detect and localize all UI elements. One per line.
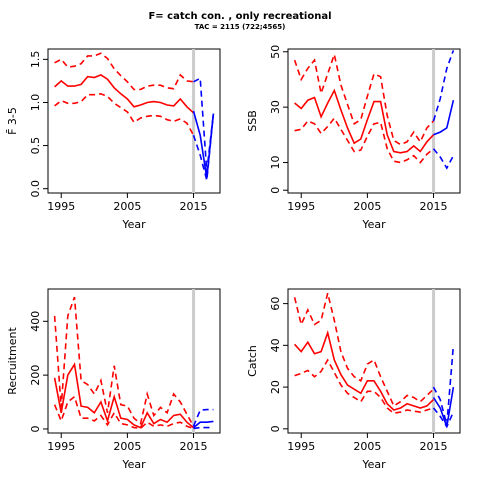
y-tick-label: 400 (29, 311, 42, 332)
historic-lower-line (294, 358, 434, 415)
y-axis-label: Catch (246, 345, 259, 377)
historic-lower-line (294, 116, 435, 164)
historic-upper-line (53, 296, 195, 427)
y-tick-label: 60 (269, 297, 282, 311)
y-axis-label: SSB (246, 110, 259, 132)
y-tick-label: 10 (269, 156, 282, 170)
x-tick-label: 2015 (420, 200, 448, 213)
x-tick-label: 2005 (113, 200, 141, 213)
y-axis-label: Recruitment (6, 327, 19, 395)
projection-median-line (432, 386, 455, 427)
historic-median-line (54, 74, 195, 114)
projection-median-line (433, 100, 455, 136)
x-tick-label: 2015 (420, 440, 448, 453)
y-tick-label: 30 (269, 100, 282, 114)
x-tick-label: 2005 (353, 440, 381, 453)
x-tick-label: 1995 (287, 200, 315, 213)
historic-upper-line (54, 52, 194, 91)
projection-upper-line (193, 77, 215, 172)
projection-lower-line (193, 426, 214, 430)
historic-lower-line (54, 92, 195, 136)
projection-lower-line (432, 148, 455, 170)
historic-median-line (53, 362, 195, 429)
y-tick-label: 0 (29, 425, 42, 432)
y-tick-label: 20 (269, 380, 282, 394)
x-axis-label: Year (121, 218, 146, 231)
page-title: F= catch con. , only recreational (148, 11, 332, 22)
plot-frame (287, 288, 461, 434)
y-tick-label: 0.0 (29, 180, 42, 198)
plot-frame (287, 48, 461, 194)
x-tick-label: 1995 (47, 440, 75, 453)
page-subtitle: TAC = 2115 (722;4565) (194, 23, 286, 31)
panel-2: 1995 2005 2015 Year 0 10 30 50 SSB (246, 45, 461, 231)
projection-lower-line (432, 407, 455, 429)
y-tick-label: 1.0 (29, 94, 42, 112)
historic-median-line (294, 329, 435, 411)
x-tick-label: 2005 (113, 440, 141, 453)
y-tick-label: 40 (269, 338, 282, 352)
projection-median-line (192, 110, 215, 179)
y-tick-label: 0.5 (29, 137, 42, 155)
panel-1: 1995 2005 2015 Year 0.0 0.5 1.0 1.5 F̄ 3-5 (6, 48, 221, 231)
y-axis-label: F̄ 3-5 (6, 107, 19, 135)
x-axis-label: Year (361, 458, 386, 471)
x-tick-label: 1995 (287, 440, 315, 453)
plot-frame (47, 48, 221, 194)
y-tick-label: 0 (269, 425, 282, 432)
projection-median-line (192, 420, 214, 429)
x-axis-label: Year (361, 218, 386, 231)
projection-upper-line (432, 50, 455, 122)
y-tick-label: 1.5 (29, 51, 42, 69)
x-tick-label: 2015 (180, 440, 208, 453)
historic-upper-line (293, 51, 435, 146)
panel-4: 1995 2005 2015 Year 0 20 40 60 Catch (246, 288, 461, 471)
projection-upper-line (192, 408, 214, 427)
y-tick-label: 0 (269, 187, 282, 194)
y-tick-label: 50 (269, 45, 282, 59)
historic-lower-line (53, 395, 194, 430)
y-tick-label: 200 (29, 365, 42, 386)
x-tick-label: 2015 (180, 200, 208, 213)
x-axis-label: Year (121, 458, 146, 471)
plot-frame (47, 288, 221, 434)
x-tick-label: 1995 (47, 200, 75, 213)
panel-3: 1995 2005 2015 Year 0 200 400 Recruitment (6, 288, 221, 471)
historic-median-line (294, 88, 435, 154)
historic-upper-line (293, 293, 435, 408)
x-tick-label: 2005 (353, 200, 381, 213)
